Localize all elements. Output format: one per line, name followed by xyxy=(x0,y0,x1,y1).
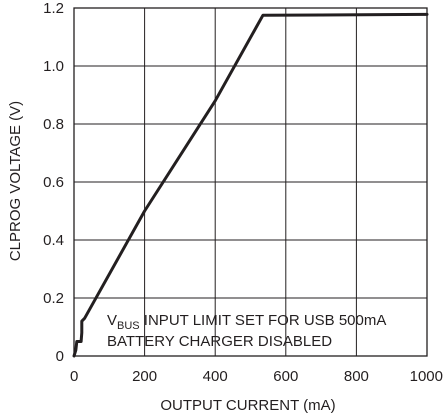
x-tick-labels: 0 200 400 600 800 1000 xyxy=(70,368,443,385)
y-tick-label: 0.6 xyxy=(43,174,64,191)
x-tick-label: 0 xyxy=(70,368,78,385)
x-tick-label: 400 xyxy=(203,368,228,385)
y-tick-label: 0.8 xyxy=(43,116,64,133)
y-tick-label: 0.4 xyxy=(43,232,64,249)
annotation-line-1-text: INPUT LIMIT SET FOR USB 500mA xyxy=(140,312,387,329)
x-tick-label: 600 xyxy=(273,368,298,385)
y-tick-label: 1.0 xyxy=(43,58,64,75)
x-axis-label: OUTPUT CURRENT (mA) xyxy=(160,397,335,414)
annotation-line-1: VBUS INPUT LIMIT SET FOR USB 500mA xyxy=(107,312,386,332)
plot-frame xyxy=(73,7,428,357)
y-tick-labels: 0 0.2 0.4 0.6 0.8 1.0 1.2 xyxy=(43,0,64,365)
y-axis-label: CLPROG VOLTAGE (V) xyxy=(7,101,24,261)
x-tick-label: 200 xyxy=(132,368,157,385)
annotation-subscript: BUS xyxy=(117,320,140,332)
annotation-v: V xyxy=(107,312,117,329)
series-line xyxy=(72,12,429,358)
y-tick-label: 0 xyxy=(56,348,64,365)
x-tick-label: 800 xyxy=(344,368,369,385)
annotation-line-2: BATTERY CHARGER DISABLED xyxy=(107,333,332,350)
y-tick-label: 0.2 xyxy=(43,290,64,307)
x-tick-label: 1000 xyxy=(410,368,443,385)
y-tick-label: 1.2 xyxy=(43,0,64,17)
grid xyxy=(73,7,428,357)
